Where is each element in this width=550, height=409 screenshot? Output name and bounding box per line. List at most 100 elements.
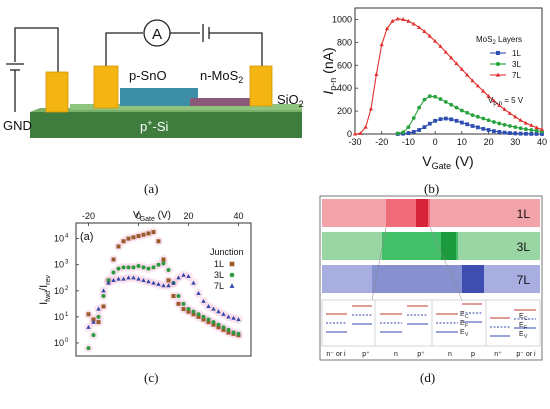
chart-c-point-7L xyxy=(196,291,201,296)
chart-c-point-7L xyxy=(106,280,111,285)
band-bar-1L xyxy=(322,199,540,227)
chart-b-annotation: Vp-n = 5 V xyxy=(488,96,524,107)
band-connector xyxy=(429,226,463,301)
band-col-label: n⁻ or i xyxy=(326,351,346,358)
chart-c-point-3L xyxy=(121,265,126,270)
chart-b-legend-marker xyxy=(496,62,500,66)
chart-c-point-7L xyxy=(136,276,141,281)
chart-c-point-7L xyxy=(121,276,126,281)
chart-b-point-7L xyxy=(497,103,502,107)
chart-b-point-7L xyxy=(368,106,374,111)
chart-c-point-3L xyxy=(176,294,181,299)
chart-c-point-7L xyxy=(146,279,151,284)
band-col-label: n xyxy=(448,351,452,358)
chart-b-xtick-label: 10 xyxy=(457,137,467,147)
chart-b-point-3L xyxy=(529,128,534,132)
band-level-label: E xyxy=(519,331,524,338)
chart-b-point-1L xyxy=(524,131,528,136)
band-col-label: n xyxy=(394,351,398,358)
chart-b-legend-label: 7L xyxy=(512,71,521,80)
chart-b-point-7L xyxy=(352,131,358,136)
band-col-label: p⁺ xyxy=(362,351,370,358)
chart-b-point-3L xyxy=(417,105,422,110)
chart-c-legend-label: 1L xyxy=(214,259,224,269)
chart-b-point-1L xyxy=(443,116,448,121)
chart-c-point-7L xyxy=(191,280,196,285)
chart-b-ytick-label: 200 xyxy=(337,106,352,116)
chart-c-point-3L xyxy=(91,333,96,338)
chart-b-point-7L xyxy=(502,107,507,111)
chart-c-point-3L xyxy=(206,317,211,322)
electrode-right xyxy=(249,65,273,107)
chart-c-xtick-label: 0 xyxy=(136,211,141,221)
chart-b-xtick-label: 30 xyxy=(510,137,520,147)
chart-b-point-7L xyxy=(459,67,464,71)
chart-b-legend-label: 3L xyxy=(512,60,521,69)
chart-c-point-1L xyxy=(86,312,91,317)
chart-b-point-7L xyxy=(507,111,513,115)
chart-b-point-7L xyxy=(363,124,368,129)
chart-c-point-3L xyxy=(106,278,111,283)
chart-b-point-1L xyxy=(513,131,518,136)
chart-b-point-7L xyxy=(518,117,523,122)
chart-c-point-1L xyxy=(196,314,201,319)
chart-b-point-3L xyxy=(470,113,475,117)
chart-b-xtick-label: -10 xyxy=(402,137,415,147)
chart-b-point-3L xyxy=(443,100,448,104)
chart-b-point-7L xyxy=(523,120,529,125)
chart-c-point-1L xyxy=(111,257,116,262)
electrode-middle xyxy=(93,65,119,109)
chart-c-legend-marker xyxy=(229,272,235,278)
chart-c-point-3L xyxy=(166,267,171,272)
chart-b-point-7L xyxy=(395,16,400,21)
band-connector xyxy=(371,226,387,301)
chart-b-point-1L xyxy=(417,128,422,132)
band-bar-depletion xyxy=(372,265,462,293)
chart-c-ytick-label: 10 xyxy=(54,338,64,348)
chart-b-point-3L xyxy=(465,110,470,115)
chart-c-point-3L xyxy=(211,320,216,325)
chart-b-point-3L xyxy=(508,124,512,128)
chart-c-point-3L xyxy=(146,266,151,271)
chart-c-point-7L xyxy=(131,275,136,280)
band-level-sub: F xyxy=(465,323,468,329)
chart-b-point-1L xyxy=(486,128,491,132)
chart-c-point-3L xyxy=(111,270,116,275)
chart-c-legend-marker xyxy=(229,261,235,267)
chart-c-point-1L xyxy=(161,257,166,262)
chart-c-point-7L xyxy=(101,288,106,293)
chart-b-ytick-label: 800 xyxy=(337,37,352,47)
chart-c-point-3L xyxy=(86,346,91,351)
chart-b-point-3L xyxy=(406,125,411,130)
chart-b-point-3L xyxy=(438,97,443,101)
chart-c-point-1L xyxy=(156,239,161,244)
chart-c-point-1L xyxy=(171,294,176,299)
chart-b-point-3L xyxy=(497,121,502,126)
chart-c-point-1L xyxy=(201,317,206,322)
chart-c-legend-label: 7L xyxy=(214,281,224,291)
chart-c-point-7L xyxy=(156,281,161,286)
panel-label-d: (d) xyxy=(420,370,435,385)
chart-c-point-3L xyxy=(101,294,106,299)
chart-c-point-3L xyxy=(231,330,236,335)
chart-c-point-3L xyxy=(141,265,146,270)
chart-c-point-1L xyxy=(206,320,211,325)
chart-b-point-3L xyxy=(401,130,405,135)
chart-b-point-3L xyxy=(481,116,486,121)
chart-c-point-7L xyxy=(116,276,121,281)
chart-c-point-1L xyxy=(146,231,151,236)
psno-label: p-SnO xyxy=(129,68,167,83)
chart-b-point-1L xyxy=(427,121,432,126)
chart-b-point-1L xyxy=(497,130,502,134)
chart-c-point-7L xyxy=(126,275,131,280)
chart-c-point-7L xyxy=(151,280,156,285)
chart-b-point-7L xyxy=(406,18,411,23)
chart-c-point-3L xyxy=(126,265,131,270)
chart-c-xtick-label: 40 xyxy=(233,211,243,221)
band-level-label: E xyxy=(460,320,465,327)
chart-b-point-7L xyxy=(534,125,539,130)
chart-b-point-7L xyxy=(379,42,384,47)
top-wire-left xyxy=(105,32,143,78)
chart-b-legend-title: MoS2 Layers xyxy=(476,35,522,46)
